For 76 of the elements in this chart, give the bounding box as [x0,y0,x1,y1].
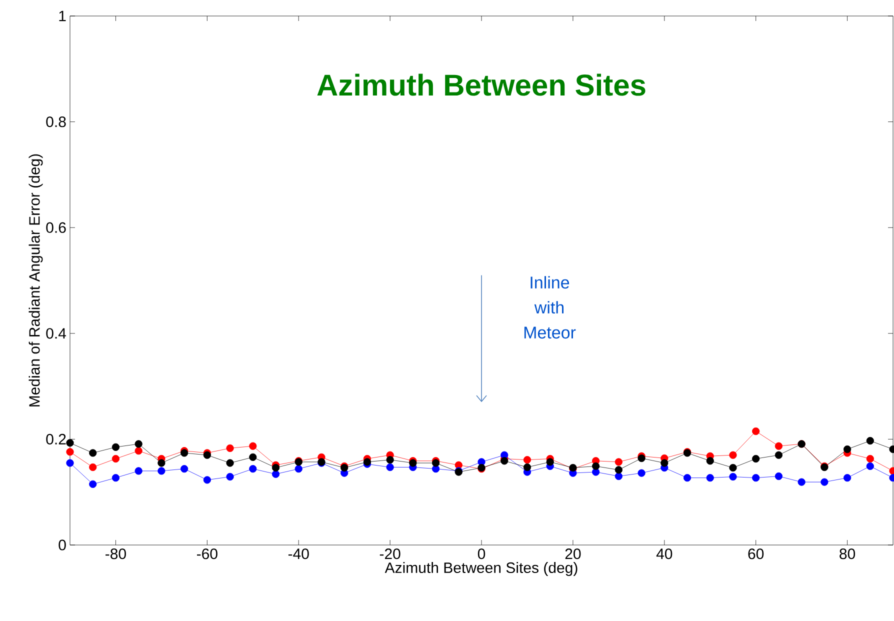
point [134,467,142,475]
point [774,442,783,450]
point [614,466,622,474]
point [112,454,120,463]
point [546,458,554,466]
point [729,451,737,459]
point [752,454,760,463]
point [158,459,166,467]
y-tick-label: 0.2 [46,434,66,444]
point [752,427,760,436]
x-tick-label: 20 [565,548,581,560]
point [638,469,646,477]
point [386,456,394,464]
point [500,457,508,465]
point [752,474,760,482]
y-tick-label: 1 [59,10,66,22]
point [844,445,852,454]
point [180,465,188,473]
point [706,474,714,482]
point [89,463,97,472]
text: Azimuth Between Sites [317,74,646,96]
point [249,453,257,461]
point [66,448,74,456]
x-tick-label: 60 [748,548,764,560]
point [89,480,97,488]
x-tick-label: 80 [840,548,856,560]
point [614,472,622,480]
point [844,474,852,482]
point [866,436,874,445]
point [774,472,783,480]
point [592,462,600,470]
point [866,454,874,463]
point [112,443,120,451]
x-tick-label: -60 [196,548,218,560]
y-axis-title: Median of Radiant Angular Error (deg) [28,154,43,406]
point [774,451,783,459]
point [614,458,622,466]
y-tick-label: 0.6 [46,222,66,233]
point [729,464,737,472]
x-tick-label: 40 [656,548,672,560]
point [820,478,828,486]
y-tick-label: 0.8 [46,116,66,128]
point [226,444,234,452]
point [272,464,280,472]
point [112,474,120,482]
x-axis-title: Azimuth Between Sites (deg) [384,562,578,576]
point [203,476,211,484]
y-tick-label: 0.4 [46,328,66,339]
y-tick-label: 0 [58,540,66,550]
point [386,463,394,472]
point [683,474,692,482]
point [158,467,166,475]
point [706,457,714,465]
point [249,442,257,450]
x-tick-label: -20 [380,548,400,560]
point [272,470,280,478]
point [66,439,74,447]
point [798,478,806,486]
point [523,456,532,464]
point [134,447,142,455]
point [660,459,668,467]
point [226,472,234,481]
point [66,459,74,467]
point [134,440,142,448]
point [866,462,874,470]
annotation: Inline with Meteor [524,276,576,339]
point [226,459,234,467]
point [729,472,737,481]
point [249,465,257,473]
x-tick-label: -40 [288,548,309,560]
point [294,465,302,473]
point [523,463,532,472]
x-tick-label: 0 [478,548,486,560]
point [638,454,646,462]
point [89,449,97,457]
x-tick-label: -80 [106,548,126,560]
